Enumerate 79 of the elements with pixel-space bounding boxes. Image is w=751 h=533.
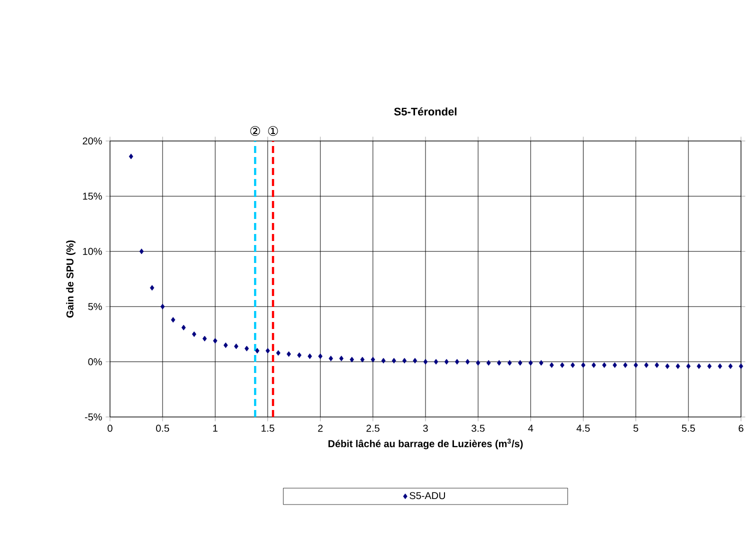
x-tick-label: 4.5 xyxy=(576,424,590,432)
y-tick-label: 10% xyxy=(83,248,102,255)
x-axis-title: Débit lâché au barrage de Luzières (m$^{3}$/s) xyxy=(328,438,523,450)
point xyxy=(160,304,165,310)
point xyxy=(476,360,480,366)
x-tick-label: 4 xyxy=(528,424,534,432)
point xyxy=(581,362,586,368)
x-tick-label: 1.5 xyxy=(262,424,274,432)
point xyxy=(592,362,596,368)
point xyxy=(286,351,291,357)
y-tick-label: 15% xyxy=(83,192,102,200)
point xyxy=(665,363,670,369)
x-tick-label: 0.5 xyxy=(156,424,170,432)
point xyxy=(392,358,396,364)
point xyxy=(686,363,691,369)
x-tick-label: 3 xyxy=(423,424,428,432)
point xyxy=(718,363,722,369)
point xyxy=(339,356,344,362)
x-tick-label: 3.5 xyxy=(472,424,485,432)
y-tick-label: 0% xyxy=(88,358,102,366)
x-tick-label: 0 xyxy=(108,424,112,432)
x-tick-label: 5.5 xyxy=(682,424,695,432)
point xyxy=(496,360,502,366)
point xyxy=(434,358,438,365)
point xyxy=(518,360,522,366)
x-tick-label: 2 xyxy=(318,424,323,432)
point xyxy=(539,360,544,366)
y-tick-label: 20% xyxy=(82,137,102,145)
point xyxy=(234,344,238,350)
point xyxy=(507,360,512,366)
point xyxy=(139,248,144,254)
point xyxy=(202,336,207,342)
point xyxy=(486,360,491,366)
x-tick-label: 6 xyxy=(738,424,744,432)
point xyxy=(550,362,554,368)
point xyxy=(213,338,218,344)
point xyxy=(707,363,712,369)
point xyxy=(465,358,470,365)
point xyxy=(244,346,249,352)
point xyxy=(170,317,176,323)
point xyxy=(676,363,680,369)
point xyxy=(423,358,428,365)
point xyxy=(528,360,533,366)
point xyxy=(696,363,702,369)
point xyxy=(644,362,649,368)
chart-title: S5-Térondel xyxy=(394,107,456,116)
point xyxy=(560,362,564,368)
point xyxy=(360,356,365,362)
point xyxy=(350,356,354,362)
point xyxy=(623,362,628,368)
x-tick-label: 1 xyxy=(213,424,218,432)
point xyxy=(654,362,660,368)
point xyxy=(602,362,606,368)
y-axis-title: Gain de SPU (%) xyxy=(66,240,76,318)
point xyxy=(381,358,386,364)
point xyxy=(738,363,744,369)
y-tick-label: 5% xyxy=(88,303,102,310)
legend-label: S5-ADU xyxy=(410,492,445,500)
point xyxy=(128,154,134,160)
point xyxy=(192,331,196,337)
point xyxy=(444,358,449,365)
x-tick-label: 5 xyxy=(633,424,638,432)
y-tick-label: -5% xyxy=(84,413,102,420)
point xyxy=(150,285,154,291)
point xyxy=(370,356,376,362)
point xyxy=(454,358,460,365)
point xyxy=(181,324,186,330)
point xyxy=(570,362,575,368)
x-tick-label: 2.5 xyxy=(366,424,380,432)
point xyxy=(328,356,334,362)
ref-line-label: ① xyxy=(268,126,278,136)
point xyxy=(612,362,617,368)
ref-line-label: ② xyxy=(250,126,260,136)
point xyxy=(297,352,302,358)
point xyxy=(276,350,280,356)
point xyxy=(402,358,407,364)
point xyxy=(728,363,733,369)
point xyxy=(634,362,638,368)
point xyxy=(412,358,418,364)
